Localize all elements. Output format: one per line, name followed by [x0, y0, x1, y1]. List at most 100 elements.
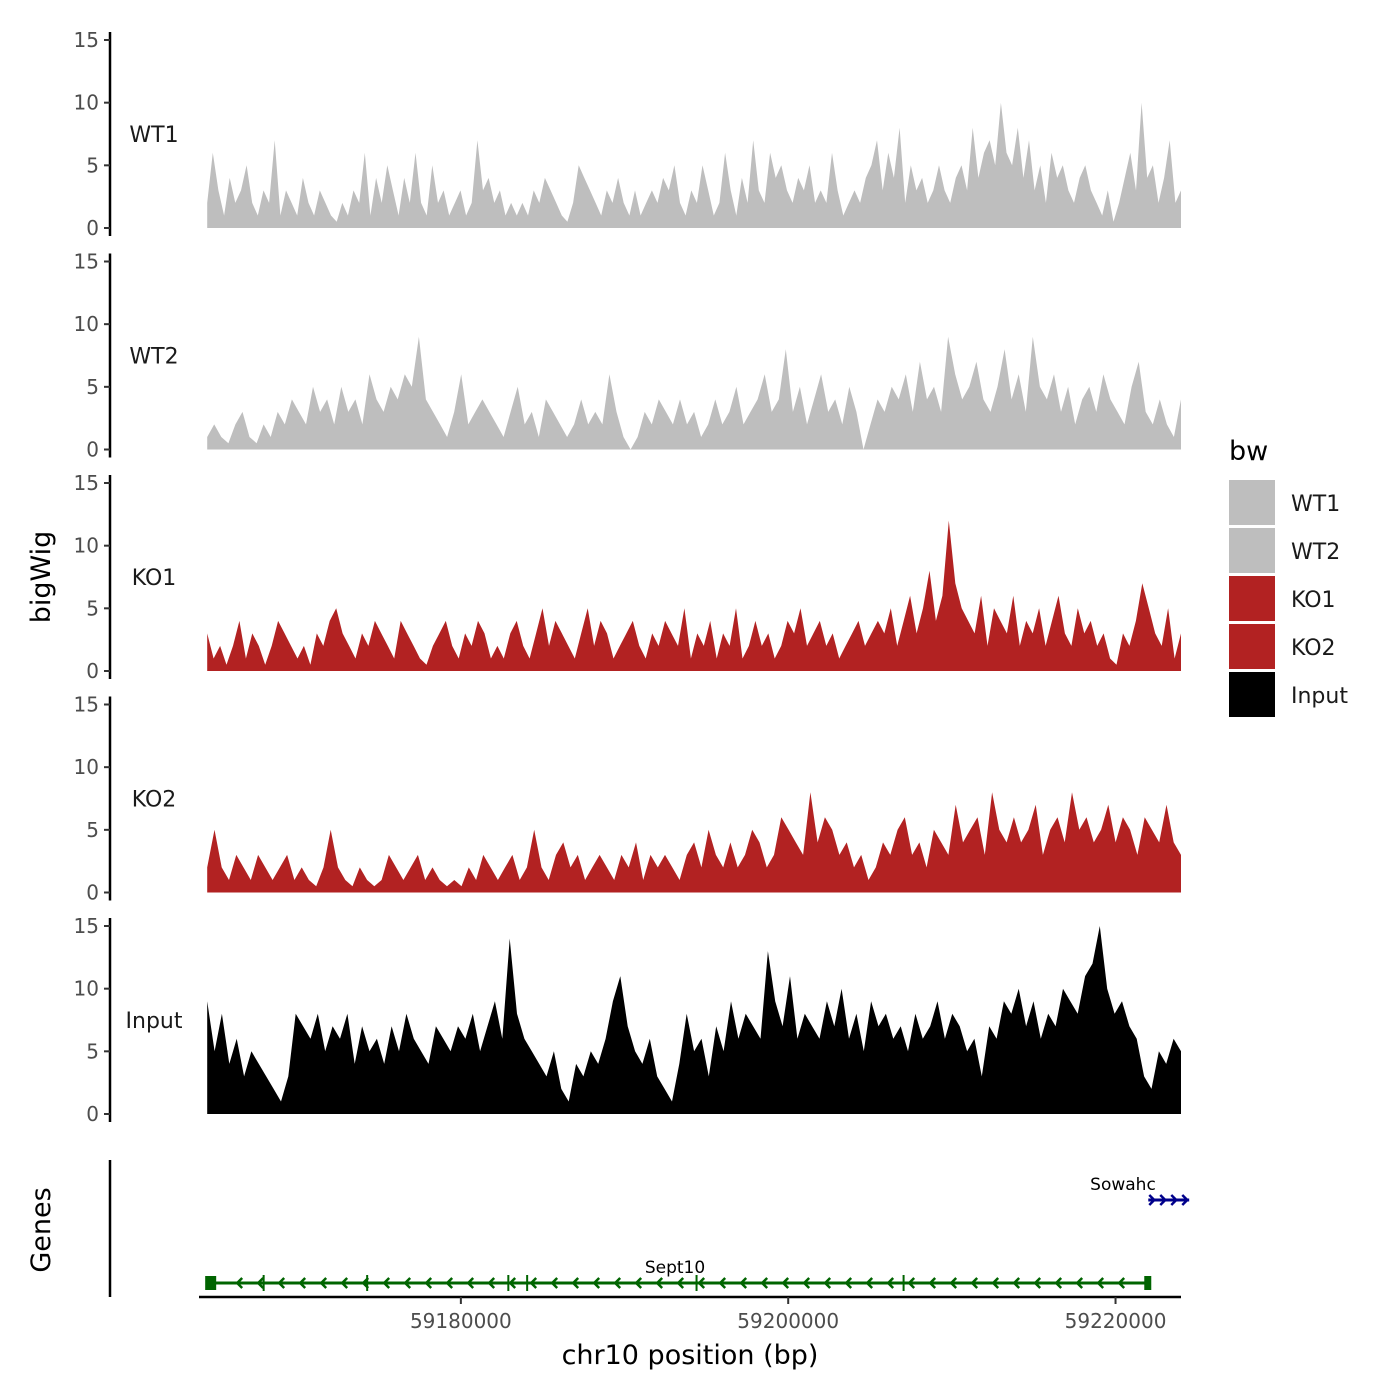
strand-arrow: [256, 1277, 265, 1289]
strand-arrow: [676, 1277, 685, 1289]
legend-label: KO2: [1291, 636, 1336, 661]
strand-arrow: [550, 1277, 559, 1289]
legend-label: Input: [1291, 684, 1348, 709]
track-label: WT1: [129, 123, 178, 148]
legend-label: WT1: [1291, 492, 1340, 517]
strand-arrow: [382, 1277, 391, 1289]
legend: bw WT1 WT2 KO1 KO2 Input: [1229, 436, 1348, 717]
legend-item-wt2: WT2: [1229, 528, 1340, 573]
legend-item-ko1: KO1: [1229, 576, 1336, 621]
genes-panel: 59180000 59200000 59220000 Sept10 Sowahc: [108, 1160, 1190, 1333]
strand-arrow: [823, 1277, 832, 1289]
track-wt1: 0 5 10 15 WT1: [74, 28, 1181, 240]
strand-arrow: [697, 1277, 706, 1289]
gene-sept10: Sept10: [205, 1258, 1152, 1291]
strand-arrow: [592, 1277, 601, 1289]
legend-item-input: Input: [1229, 672, 1348, 717]
strand-arrow: [298, 1277, 307, 1289]
y-tick-label: 0: [86, 438, 99, 462]
strand-arrow: [718, 1277, 727, 1289]
y-axis-title: bigWig: [26, 531, 57, 624]
strand-arrow: [277, 1277, 286, 1289]
x-tick-label: 59220000: [1065, 1309, 1167, 1333]
legend-title: bw: [1229, 436, 1268, 467]
strand-arrow: [529, 1277, 538, 1289]
strand-arrow: [1117, 1277, 1126, 1289]
coverage-area-input: [207, 926, 1181, 1114]
gene-exon: [205, 1276, 217, 1290]
y-tick-label: 10: [74, 755, 99, 779]
strand-arrow: [991, 1277, 1000, 1289]
y-tick-label: 15: [74, 471, 99, 495]
strand-arrow: [634, 1277, 643, 1289]
strand-arrow: [613, 1277, 622, 1289]
strand-arrow: [1033, 1277, 1042, 1289]
strand-arrow: [1159, 1194, 1168, 1206]
legend-swatch: [1229, 624, 1275, 669]
y-tick-label: 15: [74, 914, 99, 938]
coverage-area-ko2: [207, 792, 1181, 893]
y-tick-label: 5: [86, 375, 99, 399]
coverage-area-ko1: [207, 520, 1181, 671]
x-tick-label: 59180000: [410, 1309, 512, 1333]
legend-swatch: [1229, 528, 1275, 573]
strand-arrow: [445, 1277, 454, 1289]
track-wt2: 0 5 10 15 WT2: [74, 250, 1181, 462]
strand-arrow: [1181, 1194, 1190, 1206]
strand-arrow: [802, 1277, 811, 1289]
strand-arrow: [1096, 1277, 1105, 1289]
gene-label: Sept10: [645, 1258, 705, 1278]
legend-item-ko2: KO2: [1229, 624, 1336, 669]
strand-arrow: [928, 1277, 937, 1289]
y-tick-label: 10: [74, 312, 99, 336]
strand-arrow: [1170, 1194, 1179, 1206]
strand-arrow: [949, 1277, 958, 1289]
strand-arrow: [865, 1277, 874, 1289]
y-tick-label: 15: [74, 250, 99, 274]
strand-arrow: [508, 1277, 517, 1289]
track-label: KO1: [132, 566, 177, 591]
strand-arrow: [760, 1277, 769, 1289]
y-tick-label: 10: [74, 534, 99, 558]
strand-arrow: [571, 1277, 580, 1289]
y-tick-label: 5: [86, 818, 99, 842]
strand-arrow: [487, 1277, 496, 1289]
strand-arrow: [781, 1277, 790, 1289]
strand-arrow: [424, 1277, 433, 1289]
y-tick-label: 0: [86, 881, 99, 905]
legend-label: WT2: [1291, 540, 1340, 565]
strand-arrow: [466, 1277, 475, 1289]
legend-item-wt1: WT1: [1229, 480, 1340, 525]
y-tick-label: 10: [74, 91, 99, 115]
strand-arrow: [655, 1277, 664, 1289]
y-tick-label: 5: [86, 153, 99, 177]
y-tick-label: 0: [86, 1102, 99, 1126]
y-tick-label: 10: [74, 977, 99, 1001]
y-tick-label: 15: [74, 28, 99, 52]
strand-arrow: [739, 1277, 748, 1289]
strand-arrow: [403, 1277, 412, 1289]
strand-arrow: [1012, 1277, 1021, 1289]
strand-arrow: [319, 1277, 328, 1289]
strand-arrow: [1075, 1277, 1084, 1289]
strand-arrow: [235, 1277, 244, 1289]
y-tick-label: 0: [86, 216, 99, 240]
track-label: KO2: [132, 788, 177, 813]
strand-arrow: [886, 1277, 895, 1289]
gene-models: Sept10 Sowahc: [205, 1175, 1190, 1291]
strand-arrow: [907, 1277, 916, 1289]
track-label: Input: [126, 1009, 183, 1034]
legend-swatch: [1229, 480, 1275, 525]
y-tick-label: 0: [86, 659, 99, 683]
track-label: WT2: [129, 345, 178, 370]
y-tick-label: 5: [86, 1039, 99, 1063]
strand-arrow: [1054, 1277, 1063, 1289]
coverage-area-wt2: [207, 336, 1181, 450]
strand-arrow: [1148, 1194, 1157, 1206]
legend-label: KO1: [1291, 588, 1336, 613]
legend-swatch: [1229, 576, 1275, 621]
coverage-area-wt1: [207, 102, 1181, 228]
strand-arrow: [340, 1277, 349, 1289]
x-axis-title: chr10 position (bp): [562, 1340, 819, 1371]
